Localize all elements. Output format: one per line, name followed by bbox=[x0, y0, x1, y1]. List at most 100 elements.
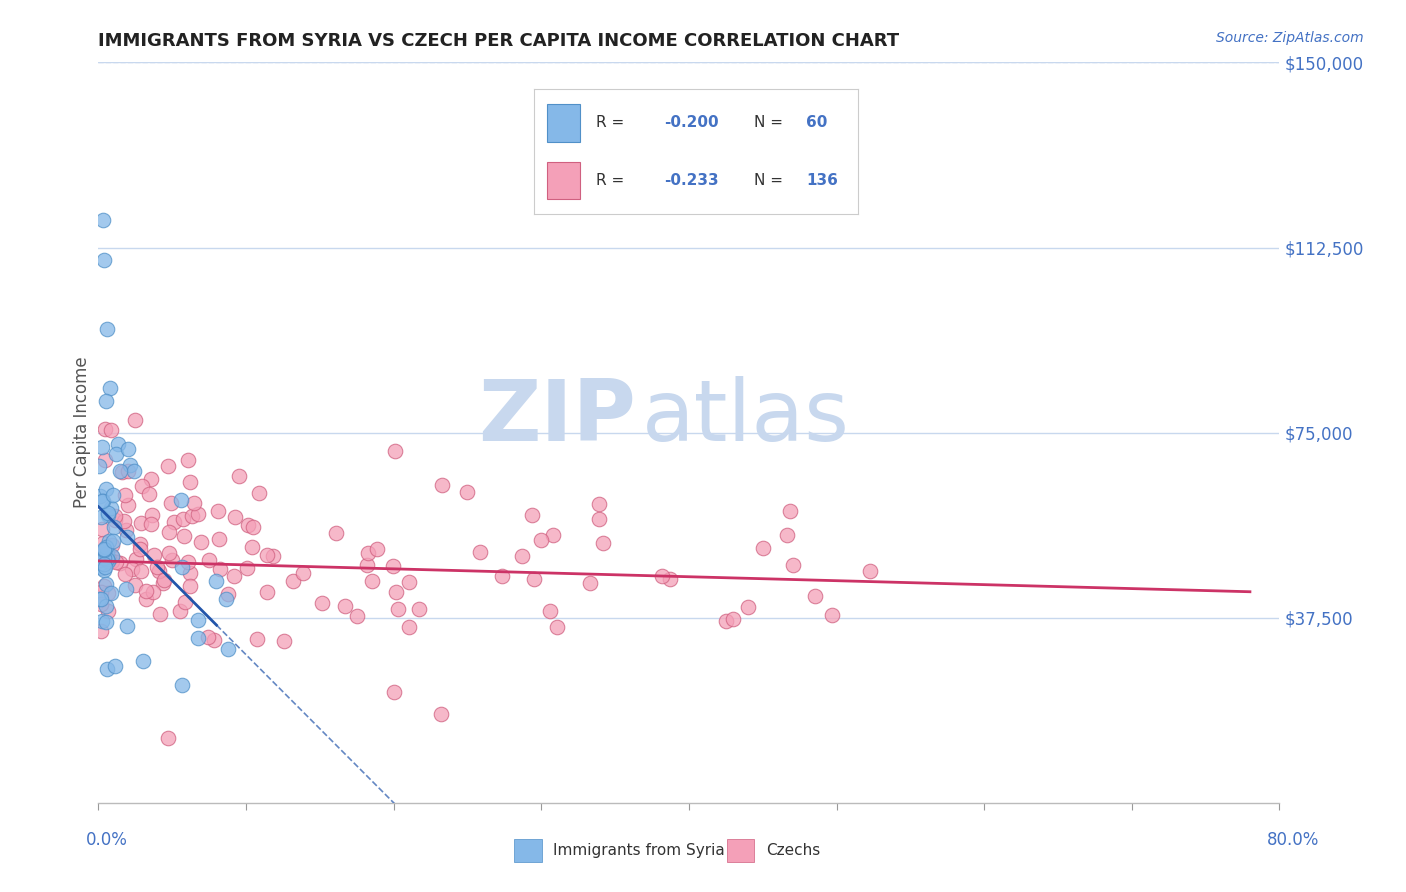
Point bbox=[174, 595, 197, 609]
Point bbox=[142, 585, 165, 599]
Point bbox=[181, 509, 204, 524]
Point bbox=[529, 533, 551, 548]
Point bbox=[246, 632, 269, 647]
Point bbox=[159, 546, 181, 560]
Point bbox=[93, 563, 115, 577]
Point bbox=[87, 553, 110, 567]
Point bbox=[96, 546, 118, 560]
Point bbox=[240, 540, 263, 554]
Point bbox=[122, 464, 145, 478]
Point bbox=[398, 620, 420, 634]
Bar bbox=[547, 161, 579, 199]
Point bbox=[103, 520, 125, 534]
Point bbox=[366, 542, 388, 557]
Point bbox=[592, 536, 614, 550]
Point bbox=[162, 552, 184, 566]
Point bbox=[179, 475, 201, 489]
Point bbox=[157, 459, 180, 474]
Point bbox=[94, 615, 117, 629]
Point bbox=[121, 562, 143, 576]
Point bbox=[273, 634, 295, 648]
Text: 0.0%: 0.0% bbox=[86, 831, 128, 849]
Point bbox=[115, 619, 138, 633]
Point bbox=[141, 472, 163, 486]
Point bbox=[94, 543, 117, 558]
Point bbox=[90, 522, 112, 536]
Point bbox=[146, 559, 169, 574]
Point bbox=[262, 549, 284, 563]
Point bbox=[91, 614, 114, 628]
Point bbox=[103, 508, 125, 523]
Point bbox=[541, 528, 564, 542]
Point bbox=[93, 252, 115, 267]
Text: Czechs: Czechs bbox=[766, 843, 820, 857]
Point bbox=[430, 707, 453, 722]
Point bbox=[98, 551, 121, 566]
Point bbox=[224, 510, 246, 524]
Text: Immigrants from Syria: Immigrants from Syria bbox=[554, 843, 725, 857]
Point bbox=[90, 585, 112, 599]
Text: 136: 136 bbox=[806, 173, 838, 188]
Point bbox=[382, 685, 405, 699]
Point bbox=[100, 585, 122, 599]
Point bbox=[385, 585, 408, 599]
Point bbox=[93, 541, 115, 556]
Point bbox=[96, 322, 118, 336]
Text: N =: N = bbox=[754, 173, 787, 188]
Point bbox=[115, 582, 138, 596]
Point bbox=[522, 508, 544, 522]
Point bbox=[588, 512, 610, 526]
Point bbox=[94, 422, 117, 436]
Point bbox=[172, 512, 194, 526]
Bar bbox=[515, 838, 541, 862]
Point bbox=[224, 569, 246, 583]
Point bbox=[256, 585, 278, 599]
Point bbox=[97, 586, 120, 600]
Point bbox=[538, 604, 561, 618]
Point bbox=[177, 555, 200, 569]
Point bbox=[202, 633, 225, 648]
Point bbox=[183, 496, 205, 510]
Point bbox=[779, 504, 801, 518]
Point bbox=[93, 579, 115, 593]
Point bbox=[751, 541, 773, 556]
Point bbox=[97, 506, 120, 520]
Point bbox=[152, 576, 174, 591]
Point bbox=[235, 560, 257, 574]
Point bbox=[107, 437, 129, 451]
Point bbox=[96, 552, 118, 566]
Point bbox=[651, 568, 673, 582]
Bar bbox=[547, 104, 579, 142]
Point bbox=[100, 500, 122, 515]
Point bbox=[546, 620, 568, 634]
Point bbox=[141, 508, 163, 522]
Text: R =: R = bbox=[596, 173, 628, 188]
Point bbox=[208, 533, 231, 547]
Point bbox=[382, 559, 405, 574]
Point bbox=[90, 591, 112, 606]
Point bbox=[103, 488, 125, 502]
Point bbox=[125, 552, 148, 566]
Point bbox=[131, 479, 153, 493]
Point bbox=[821, 608, 844, 623]
Point bbox=[242, 520, 264, 534]
Point bbox=[187, 632, 209, 646]
Point bbox=[114, 566, 136, 581]
Point bbox=[197, 630, 219, 644]
Point bbox=[782, 558, 804, 573]
Text: IMMIGRANTS FROM SYRIA VS CZECH PER CAPITA INCOME CORRELATION CHART: IMMIGRANTS FROM SYRIA VS CZECH PER CAPIT… bbox=[98, 32, 900, 50]
Point bbox=[491, 569, 513, 583]
Point bbox=[94, 540, 117, 554]
Point bbox=[456, 484, 478, 499]
Y-axis label: Per Capita Income: Per Capita Income bbox=[73, 357, 91, 508]
Point bbox=[91, 560, 114, 574]
Point bbox=[217, 642, 239, 657]
Point bbox=[256, 549, 278, 563]
Point bbox=[156, 731, 179, 745]
Point bbox=[124, 413, 146, 427]
Point bbox=[124, 578, 146, 592]
Point bbox=[215, 592, 238, 607]
Point bbox=[208, 562, 231, 576]
Point bbox=[172, 678, 194, 692]
Point bbox=[387, 602, 409, 616]
